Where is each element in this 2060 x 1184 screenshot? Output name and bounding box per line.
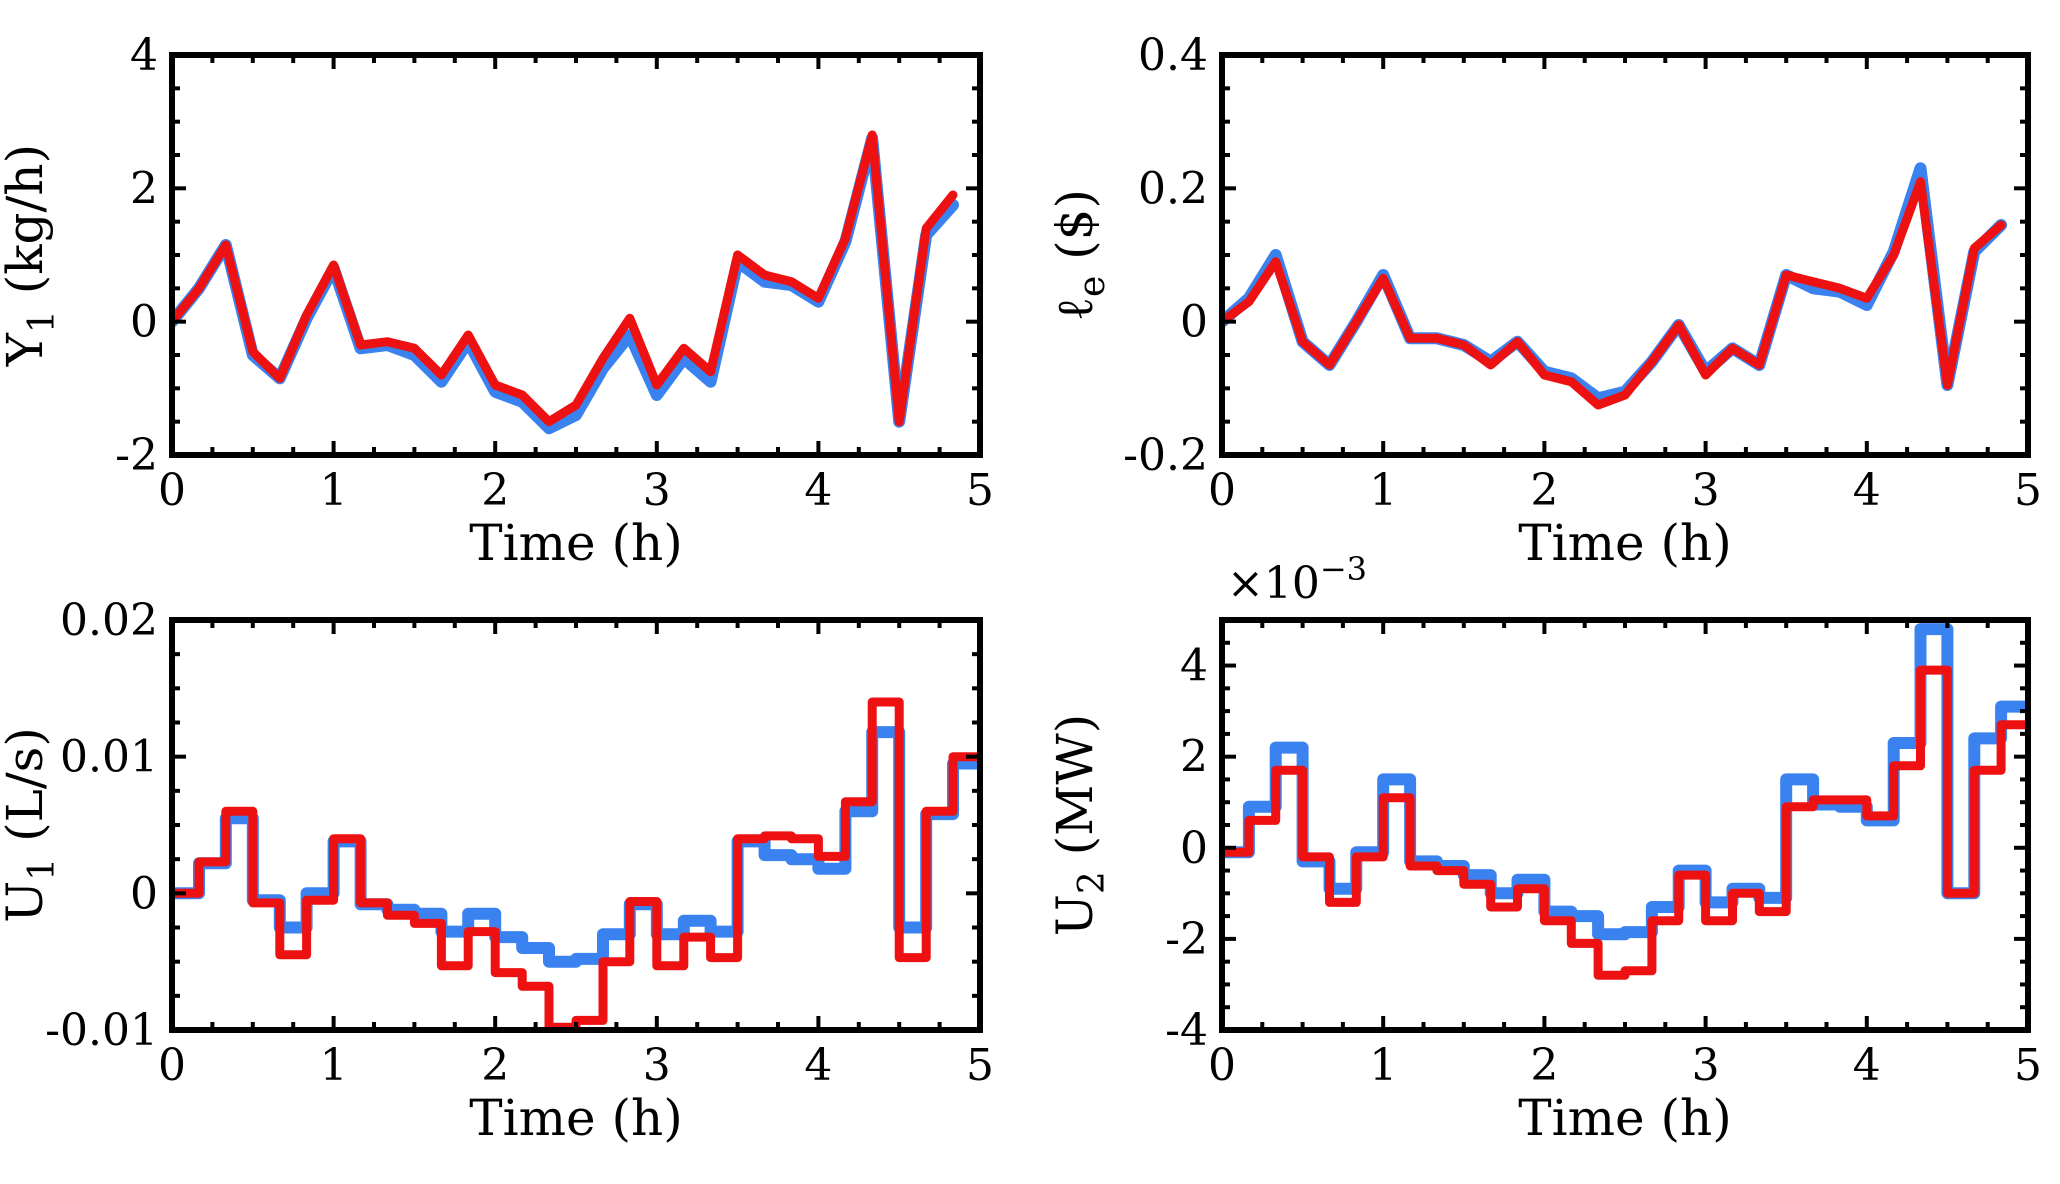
u1-y-tick-label: 0.01 [60, 732, 158, 783]
y1-series-red [172, 130, 958, 427]
y1-x-tick-label: 4 [804, 465, 832, 516]
le-x-tick-label: 3 [1692, 465, 1720, 516]
u1-x-tick-label: 2 [481, 1040, 509, 1091]
u2-multiplier-exponent: −3 [1320, 550, 1367, 588]
y1-y-axis-subscript: 1 [22, 310, 63, 333]
le-axes-frame [1219, 52, 2031, 458]
u2-series-red [1222, 665, 2028, 980]
le-y-tick-label: -0.2 [1123, 430, 1208, 481]
u1-y-tick-label: 0.02 [60, 595, 158, 646]
le-y-axis-symbol: ℓ [1046, 297, 1104, 321]
u2-x-axis-label: Time (h) [1518, 1089, 1731, 1147]
le-x-tick-label: 1 [1369, 465, 1397, 516]
y1-axes-frame [169, 52, 983, 458]
u2-y-axis-unit: (MW) [1046, 714, 1104, 872]
u1-x-axis-label: Time (h) [469, 1089, 682, 1147]
u2-multiplier-base: ×10 [1227, 558, 1320, 609]
y1-y-tick-label: 4 [130, 30, 158, 81]
le-series-group [1222, 162, 2008, 410]
y1-series-group [172, 130, 959, 435]
u2-x-tick-label: 4 [1853, 1040, 1881, 1091]
y1-y-tick-label: -2 [115, 430, 158, 481]
u2-x-tick-label: 3 [1692, 1040, 1720, 1091]
y1-x-tick-label: 1 [320, 465, 348, 516]
u1-axes-frame [169, 617, 983, 1033]
le-y-tick-label: 0.4 [1138, 30, 1208, 81]
u2-series-group [1222, 623, 2028, 980]
u1-series-red [172, 697, 980, 1030]
le-x-tick-label: 2 [1530, 465, 1558, 516]
le-x-tick-label: 0 [1208, 465, 1236, 516]
y1-y-axis-symbol: Y [0, 332, 54, 367]
u1-y-axis-unit: (L/s) [0, 727, 54, 858]
u2-x-tick-label: 1 [1369, 1040, 1397, 1091]
le-series-red [1222, 177, 2006, 410]
u1-x-tick-label: 4 [804, 1040, 832, 1091]
u2-y-axis-subscript: 2 [1072, 871, 1113, 894]
u1-x-tick-label: 5 [966, 1040, 994, 1091]
y1-x-axis-label: Time (h) [469, 514, 682, 572]
u2-y-tick-label: 0 [1180, 823, 1208, 874]
u2-y-tick-label: 4 [1180, 641, 1208, 692]
y1-series-blue [172, 132, 959, 435]
u1-y-tick-label: -0.01 [45, 1005, 158, 1056]
u2-x-tick-label: 2 [1530, 1040, 1558, 1091]
y1-x-tick-label: 5 [966, 465, 994, 516]
le-x-tick-label: 4 [1853, 465, 1881, 516]
u1-x-tick-label: 3 [643, 1040, 671, 1091]
le-y-axis-label: ℓe ($) [1046, 189, 1113, 321]
u1-x-tick-label: 0 [158, 1040, 186, 1091]
le-y-tick-label: 0.2 [1138, 163, 1208, 214]
le-x-axis-label: Time (h) [1518, 514, 1731, 572]
le-y-axis-subscript: e [1072, 276, 1113, 297]
u2-y-axis-label: U2 (MW) [1046, 714, 1113, 937]
u2-exponent-multiplier: ×10−3 [1227, 550, 1367, 609]
u2-x-tick-label: 5 [2014, 1040, 2042, 1091]
u1-series-group [172, 697, 980, 1030]
u2-x-tick-label: 0 [1208, 1040, 1236, 1091]
y1-x-tick-label: 3 [643, 465, 671, 516]
y1-y-axis-unit: (kg/h) [0, 144, 54, 310]
y1-y-tick-label: 0 [130, 297, 158, 348]
y1-y-axis-label: Y1 (kg/h) [0, 144, 63, 367]
u1-y-tick-label: 0 [130, 868, 158, 919]
y1-x-tick-label: 2 [481, 465, 509, 516]
u2-y-tick-label: -2 [1165, 914, 1208, 965]
le-y-tick-label: 0 [1180, 297, 1208, 348]
le-x-tick-label: 5 [2014, 465, 2042, 516]
y1-y-tick-label: 2 [130, 163, 158, 214]
le-series-blue [1222, 162, 2008, 405]
y1-x-tick-label: 0 [158, 465, 186, 516]
u1-x-tick-label: 1 [320, 1040, 348, 1091]
u2-y-tick-label: -4 [1165, 1005, 1208, 1056]
u2-series-blue [1222, 623, 2028, 941]
u1-y-axis-symbol: U [0, 881, 54, 923]
u2-axes-frame [1219, 617, 2031, 1033]
le-y-axis-unit: ($) [1046, 189, 1104, 276]
u1-series-blue [172, 726, 980, 968]
u2-y-axis-symbol: U [1046, 894, 1104, 936]
u2-y-tick-label: 2 [1180, 732, 1208, 783]
u1-y-axis-subscript: 1 [22, 858, 63, 881]
u1-y-axis-label: U1 (L/s) [0, 727, 63, 923]
